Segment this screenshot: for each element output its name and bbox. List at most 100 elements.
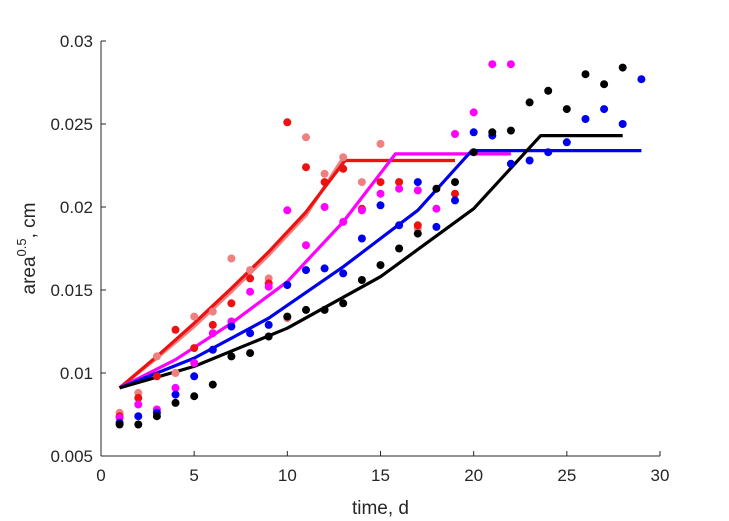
data-point: [339, 153, 348, 162]
y-tick-label: 0.015: [50, 281, 93, 300]
data-point: [208, 345, 217, 354]
data-point: [525, 98, 534, 107]
data-point: [302, 133, 310, 142]
x-tick-label: 10: [278, 466, 297, 485]
data-point: [208, 380, 217, 389]
data-point: [637, 75, 646, 84]
data-point: [134, 400, 143, 409]
data-point: [171, 383, 180, 392]
data-point: [246, 287, 255, 296]
data-point: [432, 222, 441, 231]
data-point: [357, 206, 366, 215]
data-point: [190, 359, 199, 367]
data-point: [208, 329, 217, 338]
data-point: [376, 139, 385, 148]
data-point: [190, 372, 199, 381]
data-point: [171, 325, 180, 334]
scatter-points: [115, 60, 646, 429]
data-point: [152, 412, 161, 421]
data-point: [376, 178, 385, 187]
data-point: [506, 60, 515, 69]
x-tick-label: 5: [189, 466, 198, 485]
data-point: [525, 156, 534, 165]
data-point: [432, 204, 441, 213]
x-tick-label: 15: [371, 466, 390, 485]
data-point: [171, 390, 180, 399]
data-point: [451, 130, 459, 138]
data-point: [395, 184, 404, 193]
data-point: [246, 266, 255, 275]
y-axis-label-superscript: 0.5: [14, 238, 29, 256]
x-axis-label: time, d: [352, 498, 409, 519]
data-point: [283, 206, 292, 215]
data-point: [227, 299, 236, 308]
y-axis-label-base: area: [19, 256, 40, 294]
data-point: [432, 184, 441, 193]
data-point: [618, 63, 627, 72]
data-point: [562, 105, 571, 114]
data-point: [227, 352, 236, 361]
data-point: [395, 221, 404, 230]
data-point: [208, 307, 217, 316]
data-point: [190, 392, 199, 401]
data-point: [302, 305, 310, 314]
data-point: [339, 164, 348, 173]
y-tick-label: 0.005: [50, 447, 93, 466]
data-point: [264, 320, 273, 329]
data-point: [581, 115, 590, 123]
data-point: [506, 159, 515, 168]
data-point: [190, 344, 199, 353]
data-point: [339, 299, 348, 308]
data-point: [283, 118, 292, 127]
x-tick-label: 25: [557, 466, 576, 485]
data-point: [506, 126, 515, 135]
data-point: [376, 189, 385, 198]
data-point: [320, 264, 329, 273]
data-point: [469, 128, 478, 137]
data-point: [451, 189, 459, 198]
x-ticks: 0 5 10 15 20 25 30: [96, 451, 669, 485]
data-point: [376, 201, 385, 210]
data-point: [115, 420, 124, 429]
data-point: [264, 332, 273, 341]
data-point: [302, 163, 310, 172]
data-point: [357, 178, 366, 187]
data-point: [376, 261, 385, 270]
x-tick-label: 0: [96, 466, 105, 485]
data-point: [134, 393, 143, 402]
data-point: [413, 186, 422, 195]
data-point: [488, 60, 497, 69]
data-point: [618, 120, 627, 128]
x-tick-label: 20: [464, 466, 483, 485]
data-point: [171, 398, 180, 407]
data-point: [246, 329, 255, 338]
data-point: [357, 276, 366, 284]
y-tick-label: 0.01: [60, 364, 93, 383]
data-point: [246, 274, 255, 283]
data-point: [600, 80, 609, 89]
data-point: [544, 148, 553, 157]
data-point: [469, 108, 478, 117]
y-tick-label: 0.02: [60, 198, 93, 217]
data-point: [339, 269, 348, 278]
x-tick-label: 30: [651, 466, 670, 485]
data-point: [544, 86, 553, 95]
data-point: [357, 234, 366, 243]
data-point: [413, 221, 422, 230]
axes: 0 5 10 15 20 25 30 0.005 0.01 0.015 0.02 0.025 0.03: [50, 32, 669, 485]
data-point: [320, 178, 329, 187]
data-point: [451, 196, 459, 205]
data-point: [413, 178, 422, 187]
data-point: [134, 412, 143, 421]
data-point: [302, 241, 310, 250]
y-tick-label: 0.025: [50, 115, 93, 134]
data-point: [246, 349, 255, 358]
data-point: [190, 312, 199, 321]
y-axis-label: area0.5, cm: [14, 203, 40, 295]
data-point: [302, 266, 310, 275]
data-point: [600, 105, 609, 114]
y-ticks: 0.005 0.01 0.015 0.02 0.025 0.03: [50, 32, 106, 466]
data-point: [581, 70, 590, 79]
